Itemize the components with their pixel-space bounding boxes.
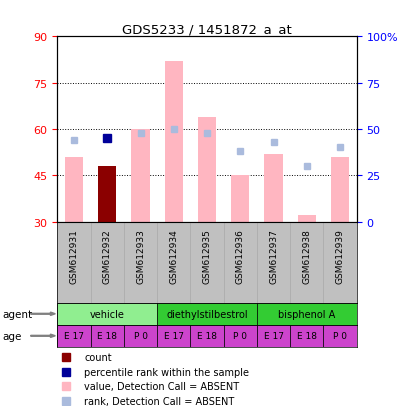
Text: GSM612931: GSM612931 <box>70 228 79 283</box>
Text: P 0: P 0 <box>133 332 147 340</box>
Bar <box>256 303 356 325</box>
Bar <box>190 325 223 347</box>
Bar <box>297 216 315 222</box>
Text: E 18: E 18 <box>197 332 216 340</box>
Text: GSM612938: GSM612938 <box>301 228 310 283</box>
Text: GSM612937: GSM612937 <box>268 228 277 283</box>
Bar <box>256 325 290 347</box>
Text: GSM612935: GSM612935 <box>202 228 211 283</box>
Text: E 17: E 17 <box>163 332 183 340</box>
Text: E 18: E 18 <box>296 332 316 340</box>
Text: percentile rank within the sample: percentile rank within the sample <box>84 367 249 377</box>
Text: agent: agent <box>2 309 32 319</box>
Bar <box>57 325 90 347</box>
Bar <box>98 166 116 222</box>
Text: GSM612939: GSM612939 <box>335 228 344 283</box>
Text: GSM612932: GSM612932 <box>103 228 112 283</box>
Bar <box>90 325 124 347</box>
Bar <box>131 130 149 222</box>
Text: value, Detection Call = ABSENT: value, Detection Call = ABSENT <box>84 381 239 391</box>
Bar <box>290 325 323 347</box>
Bar <box>323 325 356 347</box>
Text: E 17: E 17 <box>64 332 84 340</box>
Bar <box>223 325 256 347</box>
Text: diethylstilbestrol: diethylstilbestrol <box>166 309 247 319</box>
Bar <box>264 154 282 222</box>
Text: P 0: P 0 <box>233 332 247 340</box>
Bar <box>57 303 157 325</box>
Bar <box>164 62 182 222</box>
Bar <box>157 325 190 347</box>
Text: vehicle: vehicle <box>90 309 124 319</box>
Bar <box>231 176 249 222</box>
Text: count: count <box>84 352 112 362</box>
Bar <box>65 157 83 222</box>
Bar <box>330 157 348 222</box>
Text: E 18: E 18 <box>97 332 117 340</box>
Text: GSM612933: GSM612933 <box>136 228 145 283</box>
Text: P 0: P 0 <box>332 332 346 340</box>
Text: GSM612934: GSM612934 <box>169 228 178 283</box>
Bar <box>124 325 157 347</box>
Bar <box>198 117 216 222</box>
Text: bisphenol A: bisphenol A <box>278 309 335 319</box>
Text: GSM612936: GSM612936 <box>235 228 244 283</box>
Text: age: age <box>2 331 21 341</box>
Text: rank, Detection Call = ABSENT: rank, Detection Call = ABSENT <box>84 396 234 406</box>
Title: GDS5233 / 1451872_a_at: GDS5233 / 1451872_a_at <box>122 23 291 36</box>
Text: E 17: E 17 <box>263 332 283 340</box>
Bar <box>157 303 256 325</box>
